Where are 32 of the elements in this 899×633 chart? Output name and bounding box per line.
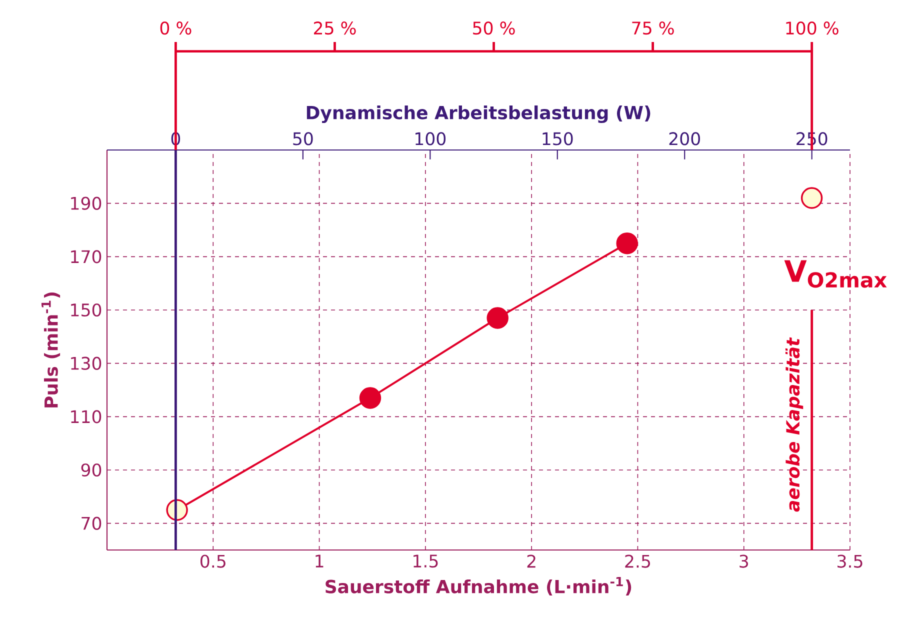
text: 100 % <box>786 22 838 35</box>
y-axis-title: Puls (min$^{-1}$) <box>42 292 60 408</box>
x-tick-label: 1.5 <box>414 554 438 568</box>
x-tick-label: 3 <box>740 554 748 568</box>
x-axis-title: Sauerstoff Aufnahme (L·min$^{-1}$) <box>326 576 632 596</box>
y-tick-label: 110 <box>71 410 102 424</box>
x2-tick-label: 100 <box>416 132 446 146</box>
text: 0 % <box>160 22 192 35</box>
ref-line-label: aerobe Kapazität <box>785 337 804 512</box>
x-tick-label: 3.5 <box>838 554 862 568</box>
point <box>359 387 382 409</box>
x-tick-label: 2.5 <box>625 554 650 568</box>
x-tick-label: 0.5 <box>200 554 226 568</box>
x2-tick-label: 50 <box>293 132 313 146</box>
x2-tick-label: 150 <box>542 132 573 146</box>
text: 75 % <box>632 22 674 35</box>
y-tick-label: 170 <box>71 250 102 264</box>
annotation: V$_{O2max}$ <box>784 260 887 288</box>
y-tick-label: 190 <box>71 196 102 210</box>
y-tick-label: 130 <box>71 356 102 370</box>
point <box>800 187 823 209</box>
text: 25 % <box>314 22 356 35</box>
x2-tick-label: 200 <box>669 132 700 146</box>
text: 50 % <box>473 22 515 35</box>
y-tick-label: 70 <box>82 516 102 530</box>
point <box>486 307 508 329</box>
y-tick-label: 90 <box>81 463 102 477</box>
point <box>616 232 638 254</box>
x-tick-label: 1 <box>316 554 324 568</box>
x-tick-label: 2 <box>527 554 536 568</box>
y-tick-label: 150 <box>71 303 102 317</box>
x2-axis-title: Dynamische Arbeitsbelastung (W) <box>306 105 650 124</box>
